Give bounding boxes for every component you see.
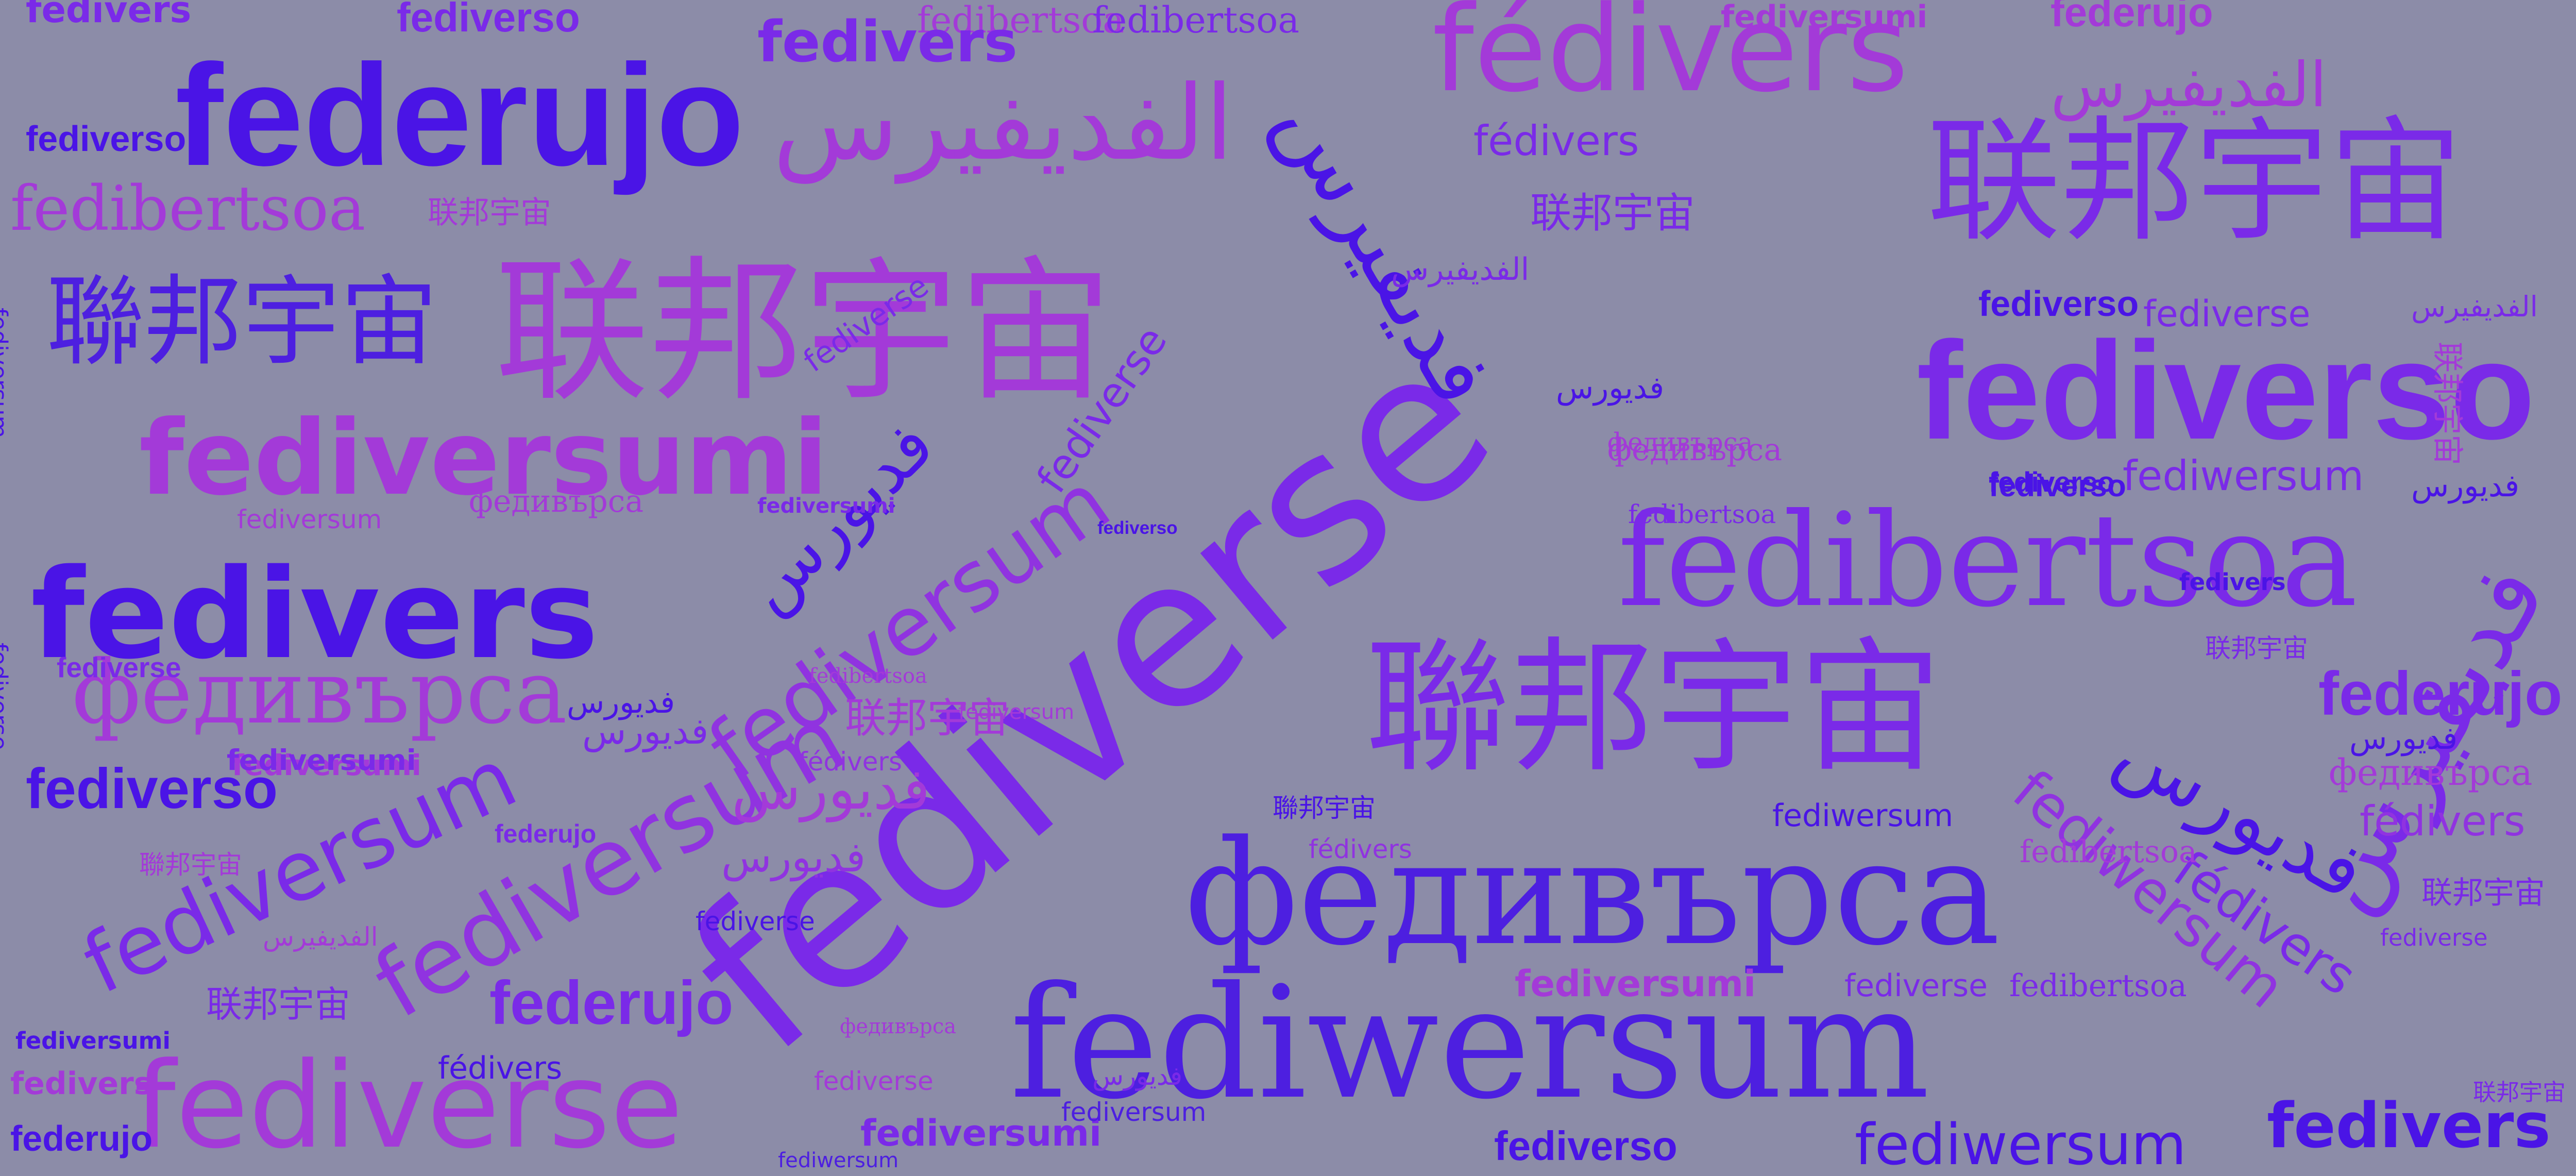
cloud-word: 联邦宇宙 <box>495 242 1113 422</box>
cloud-word: federujo <box>10 1118 153 1158</box>
cloud-word: федивърса <box>1607 432 1783 468</box>
cloud-word: fediversum <box>0 308 12 439</box>
cloud-word: fedivers <box>2267 1090 2551 1162</box>
cloud-word: federujo <box>2050 0 2213 35</box>
cloud-word: федивърса <box>2329 751 2533 794</box>
cloud-word: федивърса <box>840 1015 957 1038</box>
cloud-word: fédivers <box>1309 834 1412 864</box>
cloud-word: فديورس <box>582 710 709 752</box>
cloud-word: fediverse <box>2143 292 2311 335</box>
cloud-word: fediversum <box>958 700 1075 724</box>
cloud-word: федивърса <box>1185 810 2001 978</box>
cloud-word: fedibertsoa <box>2009 968 2187 1004</box>
cloud-word: fedivers <box>10 1066 152 1102</box>
cloud-word: fediverse <box>134 1037 683 1175</box>
cloud-word: fedibertsoa <box>1092 0 1300 41</box>
cloud-word: 联邦宇宙 <box>1530 189 1695 237</box>
cloud-word: fedibertsoa <box>10 173 366 245</box>
cloud-word: fédivers <box>799 746 902 777</box>
cloud-word: федивърса <box>72 641 567 744</box>
cloud-word: fediversumi <box>860 1112 1102 1154</box>
cloud-word: fediversumi <box>1721 0 1928 35</box>
cloud-word: fediwersum <box>1855 1111 2187 1176</box>
cloud-word: 联邦宇宙 <box>206 983 350 1026</box>
cloud-word: fediverse <box>0 643 12 750</box>
cloud-word: федивърса <box>1607 427 1753 457</box>
cloud-word: fediverse <box>57 651 181 683</box>
cloud-word: fediversumi <box>139 398 828 518</box>
cloud-word: فديورس <box>721 833 866 881</box>
cloud-word: fedibertsoa <box>917 0 1125 41</box>
cloud-word: fediverso <box>26 118 187 159</box>
cloud-word: fediverso <box>1989 465 2115 498</box>
cloud-word: федивърса <box>469 483 644 519</box>
cloud-word: 聯邦宇宙 <box>139 849 242 880</box>
cloud-word: الفديفيرس <box>1391 251 1530 288</box>
cloud-word: fédivers <box>1473 117 1639 165</box>
cloud-word: فديورس <box>1556 370 1665 406</box>
cloud-word: fédivers <box>438 1050 563 1086</box>
cloud-word: 联邦宇宙 <box>2421 875 2545 911</box>
cloud-word: الفديفيرس <box>773 63 1234 183</box>
cloud-word: 聯邦宇宙 <box>1273 793 1376 823</box>
cloud-word: fediverso <box>1097 517 1178 538</box>
cloud-word: fediwersum <box>1772 798 1954 834</box>
cloud-word: federujo <box>2318 659 2563 728</box>
cloud-word: fediversumi <box>15 1027 171 1055</box>
cloud-word: fédivers <box>2360 797 2526 845</box>
cloud-word: fediverso <box>1989 468 2126 503</box>
cloud-word: فديورس <box>1092 1061 1183 1091</box>
cloud-word: الفديفيرس <box>2050 49 2327 121</box>
cloud-word: 联邦宇宙 <box>2473 1079 2566 1106</box>
cloud-word: fediverse <box>814 1066 934 1096</box>
cloud-word: fediverse <box>1844 968 1988 1004</box>
cloud-word: fedibertsoa <box>1618 485 2358 635</box>
cloud-word: fediversum <box>237 504 382 534</box>
cloud-word: fediwersum <box>1010 953 1930 1133</box>
cloud-word: 联邦宇宙 <box>2205 633 2308 663</box>
cloud-word: 联邦宇宙 <box>845 694 1010 742</box>
cloud-word: fediversumi <box>757 494 895 518</box>
cloud-word: fédivers <box>1432 0 1909 119</box>
cloud-word: federujo <box>175 35 744 196</box>
cloud-word: fediwersum <box>778 1149 899 1172</box>
cloud-word: fedivers <box>31 542 599 686</box>
cloud-word: فديورس <box>732 755 930 822</box>
cloud-word: fediverso <box>26 757 278 820</box>
cloud-word: fediverse <box>696 906 815 936</box>
cloud-word: fediversum <box>1061 1097 1207 1127</box>
cloud-word: fediversumi <box>1515 962 1756 1005</box>
cloud-word: fedibertsoa <box>1628 499 1776 529</box>
cloud-word: 联邦宇宙 <box>2429 342 2465 465</box>
cloud-word: fedivers <box>2179 568 2286 596</box>
cloud-word: الفديفيرس <box>2411 290 2538 323</box>
cloud-word: fediverso <box>1494 1123 1677 1169</box>
cloud-word: 聯邦宇宙 <box>1365 624 1942 792</box>
cloud-word: fediverso <box>1917 313 2535 468</box>
cloud-word: 聯邦宇宙 <box>46 264 438 379</box>
cloud-word: fediwersum <box>2123 452 2364 500</box>
cloud-word: fedivers <box>26 0 192 31</box>
cloud-word: fedibertsoa <box>809 664 927 688</box>
cloud-word: فديورس <box>567 684 675 720</box>
cloud-word: federujo <box>489 968 734 1037</box>
cloud-word: فديورس <box>2411 468 2520 504</box>
cloud-word: federujo <box>495 819 597 848</box>
cloud-word: fediversumi <box>232 748 421 782</box>
cloud-word: 联邦宇宙 <box>1927 104 2463 260</box>
cloud-word: fediversumi <box>227 743 416 777</box>
cloud-word: fedibertsoa <box>2020 834 2197 870</box>
cloud-word: fedivers <box>757 8 1018 75</box>
cloud-word: فديورس <box>2349 720 2458 757</box>
cloud-word: fediverso <box>397 0 580 40</box>
cloud-word: fediverso <box>1978 283 2139 324</box>
cloud-word: fediverse <box>2380 924 2488 952</box>
cloud-word: الفديفيرس <box>263 921 378 952</box>
cloud-word: 联邦宇宙 <box>428 195 551 231</box>
